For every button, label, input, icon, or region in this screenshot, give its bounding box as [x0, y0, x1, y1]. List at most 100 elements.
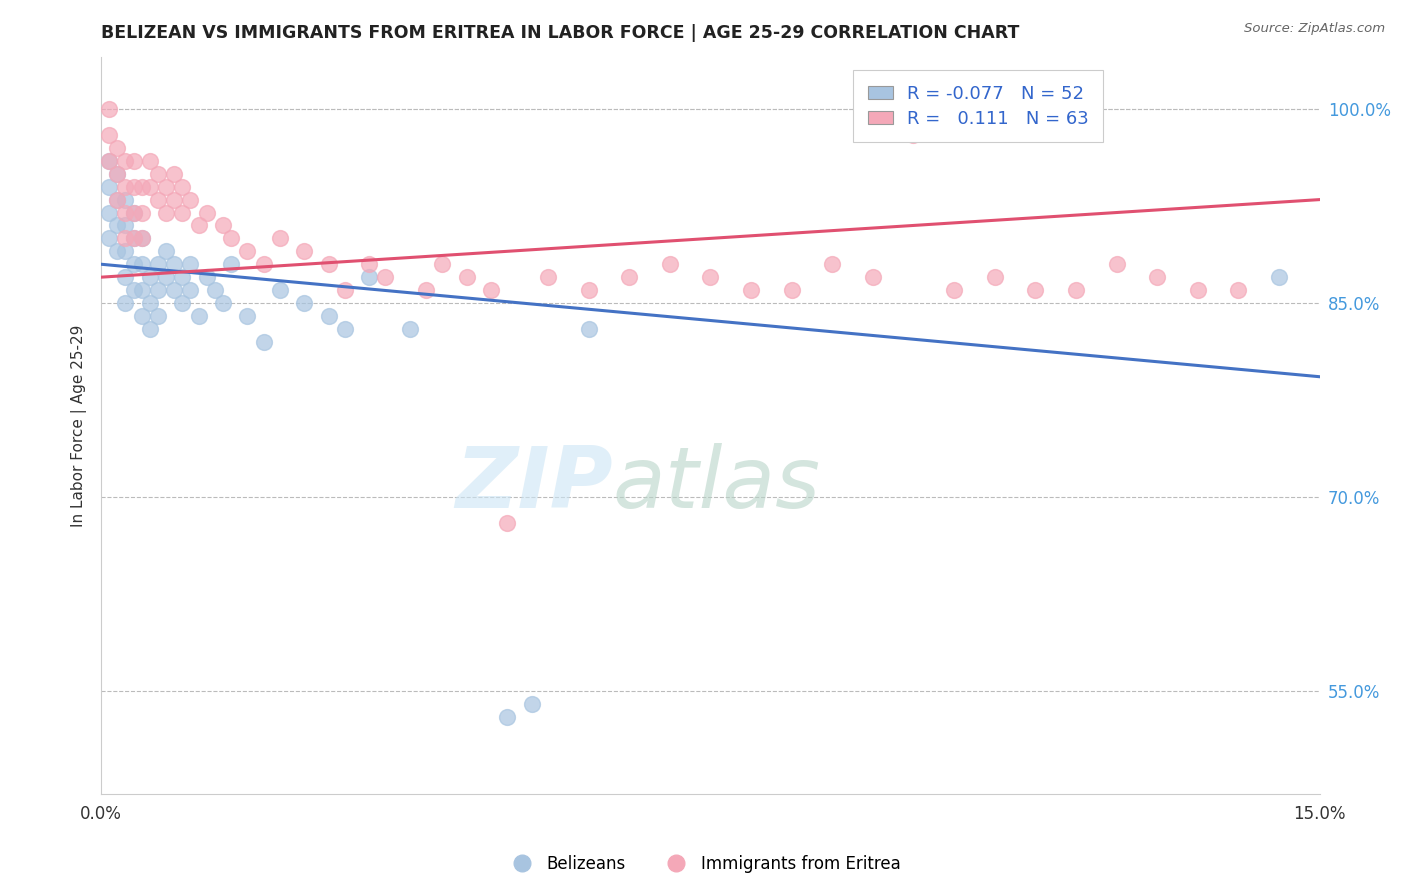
Point: [105, 193, 128, 207]
Point: [269, 231, 291, 245]
Point: [131, 231, 153, 245]
Point: [187, 219, 209, 233]
Point: [98, 179, 121, 194]
Point: [236, 309, 259, 323]
Point: [415, 283, 437, 297]
Point: [821, 257, 844, 271]
Point: [699, 270, 721, 285]
Point: [163, 193, 186, 207]
Point: [333, 283, 356, 297]
Point: [1024, 283, 1046, 297]
Point: [122, 205, 145, 219]
Point: [146, 167, 169, 181]
Point: [105, 219, 128, 233]
Point: [105, 141, 128, 155]
Point: [114, 179, 136, 194]
Point: [98, 128, 121, 142]
Point: [155, 270, 177, 285]
Text: Source: ZipAtlas.com: Source: ZipAtlas.com: [1244, 22, 1385, 36]
Point: [617, 270, 640, 285]
Point: [163, 257, 186, 271]
Point: [114, 153, 136, 168]
Text: atlas: atlas: [613, 443, 821, 526]
Point: [658, 257, 681, 271]
Point: [179, 257, 201, 271]
Point: [359, 270, 381, 285]
Point: [292, 296, 315, 310]
Point: [122, 231, 145, 245]
Point: [139, 296, 162, 310]
Point: [204, 283, 226, 297]
Legend: R = -0.077   N = 52, R =   0.111   N = 63: R = -0.077 N = 52, R = 0.111 N = 63: [853, 70, 1104, 142]
Point: [195, 205, 218, 219]
Point: [456, 270, 478, 285]
Point: [179, 283, 201, 297]
Point: [146, 257, 169, 271]
Point: [903, 128, 925, 142]
Point: [740, 283, 762, 297]
Text: ZIP: ZIP: [456, 443, 613, 526]
Point: [131, 179, 153, 194]
Y-axis label: In Labor Force | Age 25-29: In Labor Force | Age 25-29: [72, 325, 87, 527]
Point: [98, 153, 121, 168]
Point: [212, 219, 235, 233]
Point: [122, 257, 145, 271]
Point: [269, 283, 291, 297]
Point: [146, 309, 169, 323]
Point: [578, 322, 600, 336]
Point: [131, 231, 153, 245]
Point: [219, 231, 242, 245]
Point: [114, 205, 136, 219]
Point: [172, 296, 194, 310]
Point: [114, 270, 136, 285]
Text: BELIZEAN VS IMMIGRANTS FROM ERITREA IN LABOR FORCE | AGE 25-29 CORRELATION CHART: BELIZEAN VS IMMIGRANTS FROM ERITREA IN L…: [101, 24, 1019, 42]
Point: [1064, 283, 1087, 297]
Point: [146, 283, 169, 297]
Point: [318, 257, 340, 271]
Point: [131, 205, 153, 219]
Point: [114, 244, 136, 259]
Point: [172, 270, 194, 285]
Point: [1227, 283, 1250, 297]
Point: [163, 167, 186, 181]
Point: [537, 270, 560, 285]
Point: [131, 309, 153, 323]
Point: [862, 270, 884, 285]
Point: [943, 283, 966, 297]
Point: [236, 244, 259, 259]
Point: [98, 205, 121, 219]
Point: [432, 257, 454, 271]
Point: [131, 283, 153, 297]
Point: [155, 179, 177, 194]
Point: [114, 231, 136, 245]
Point: [479, 283, 502, 297]
Point: [374, 270, 396, 285]
Point: [122, 231, 145, 245]
Point: [780, 283, 803, 297]
Point: [219, 257, 242, 271]
Point: [520, 697, 543, 711]
Point: [139, 153, 162, 168]
Point: [172, 205, 194, 219]
Point: [318, 309, 340, 323]
Point: [122, 179, 145, 194]
Point: [1187, 283, 1209, 297]
Point: [172, 179, 194, 194]
Point: [122, 205, 145, 219]
Point: [1105, 257, 1128, 271]
Point: [114, 193, 136, 207]
Point: [139, 179, 162, 194]
Point: [139, 322, 162, 336]
Point: [496, 516, 519, 530]
Point: [155, 205, 177, 219]
Point: [105, 193, 128, 207]
Point: [155, 244, 177, 259]
Point: [252, 334, 274, 349]
Point: [252, 257, 274, 271]
Point: [1268, 270, 1291, 285]
Point: [122, 283, 145, 297]
Point: [139, 270, 162, 285]
Legend: Belizeans, Immigrants from Eritrea: Belizeans, Immigrants from Eritrea: [499, 848, 907, 880]
Point: [179, 193, 201, 207]
Point: [105, 167, 128, 181]
